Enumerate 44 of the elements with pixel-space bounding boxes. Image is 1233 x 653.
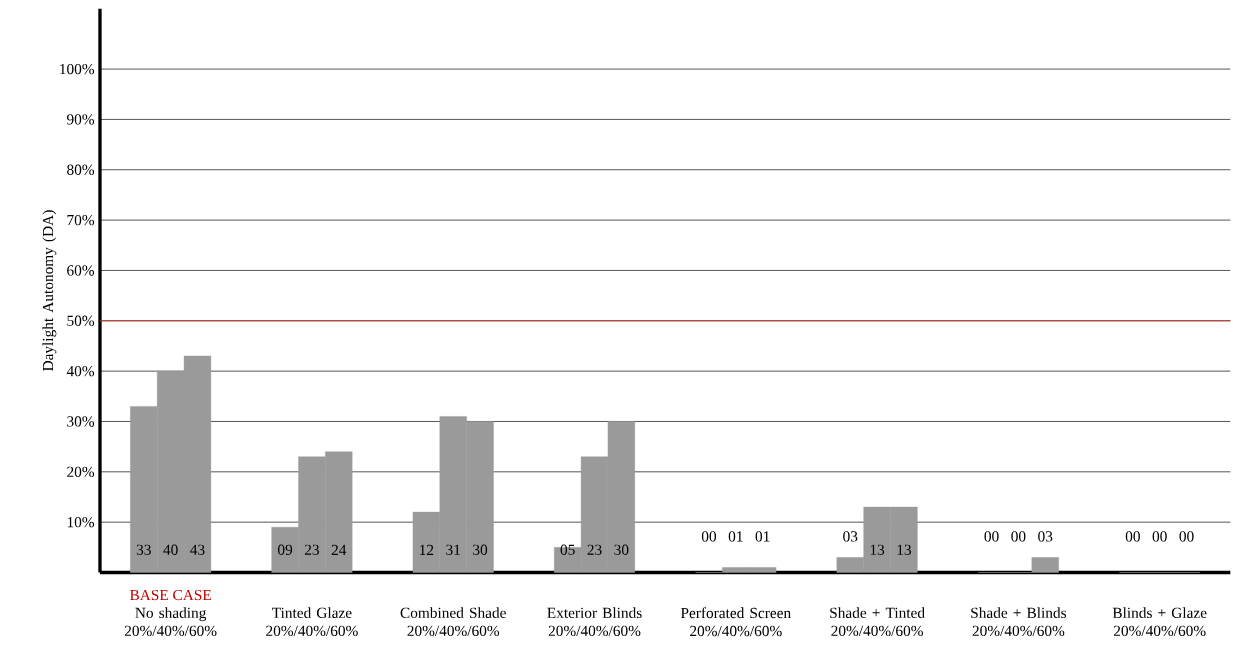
data-label: 00 xyxy=(1125,531,1140,542)
x-tick-label: Shade + Blinds 20%/40%/60% xyxy=(971,607,1067,636)
y-tick-label: 90% xyxy=(67,114,95,125)
y-tick-label: 60% xyxy=(67,265,95,276)
data-label: 23 xyxy=(304,544,319,555)
data-label: 01 xyxy=(728,531,743,542)
data-label: 30 xyxy=(614,544,629,555)
data-label: 24 xyxy=(331,544,347,555)
y-tick-label: 20% xyxy=(67,466,95,477)
data-label: 40 xyxy=(163,544,178,555)
y-tick-label: 50% xyxy=(67,315,95,326)
data-label: 00 xyxy=(1179,531,1194,542)
data-label: 13 xyxy=(870,544,885,555)
data-label: 12 xyxy=(420,544,434,555)
y-tick-label: 40% xyxy=(66,365,95,377)
data-label: 13 xyxy=(897,544,912,555)
y-tick-label: 10% xyxy=(67,516,95,528)
data-label: 00 xyxy=(701,531,717,542)
data-label: 30 xyxy=(473,544,488,555)
x-tick-label: Perforated Screen 20%/40%/60% xyxy=(680,607,791,637)
data-label: 01 xyxy=(755,531,770,542)
data-label: 43 xyxy=(190,544,205,555)
y-axis-title: Daylight Autonomy (DA) xyxy=(42,210,57,371)
data-label: 03 xyxy=(1038,531,1053,542)
data-label: 03 xyxy=(843,531,858,542)
x-tick-label: Blinds + Glaze 20%/40%/60% xyxy=(1112,607,1207,636)
y-tick-label: 70% xyxy=(67,214,95,226)
x-tick-label: No shading 20%/40%/60% xyxy=(124,607,217,636)
text: BASE CASE xyxy=(129,589,211,601)
x-tick-label: Tinted Glaze 20%/40%/60% xyxy=(266,607,358,636)
data-label: 00 xyxy=(1011,531,1026,542)
data-label: 00 xyxy=(1152,531,1167,542)
data-label: 33 xyxy=(136,544,151,555)
y-tick-label: 30% xyxy=(67,416,95,427)
data-label: 09 xyxy=(278,544,293,555)
x-tick-label: Combined Shade 20%/40%/60% xyxy=(400,607,506,636)
data-label: 23 xyxy=(587,544,602,555)
y-tick-label: 80% xyxy=(67,164,95,175)
x-tick-label: Exterior Blinds 20%/40%/60% xyxy=(547,607,642,636)
x-tick-label: Shade + Tinted 20%/40%/60% xyxy=(830,607,925,636)
data-label: 31 xyxy=(446,544,460,555)
data-label: 05 xyxy=(560,544,575,555)
data-label: 00 xyxy=(984,531,999,542)
y-tick-label: 100% xyxy=(60,63,95,75)
